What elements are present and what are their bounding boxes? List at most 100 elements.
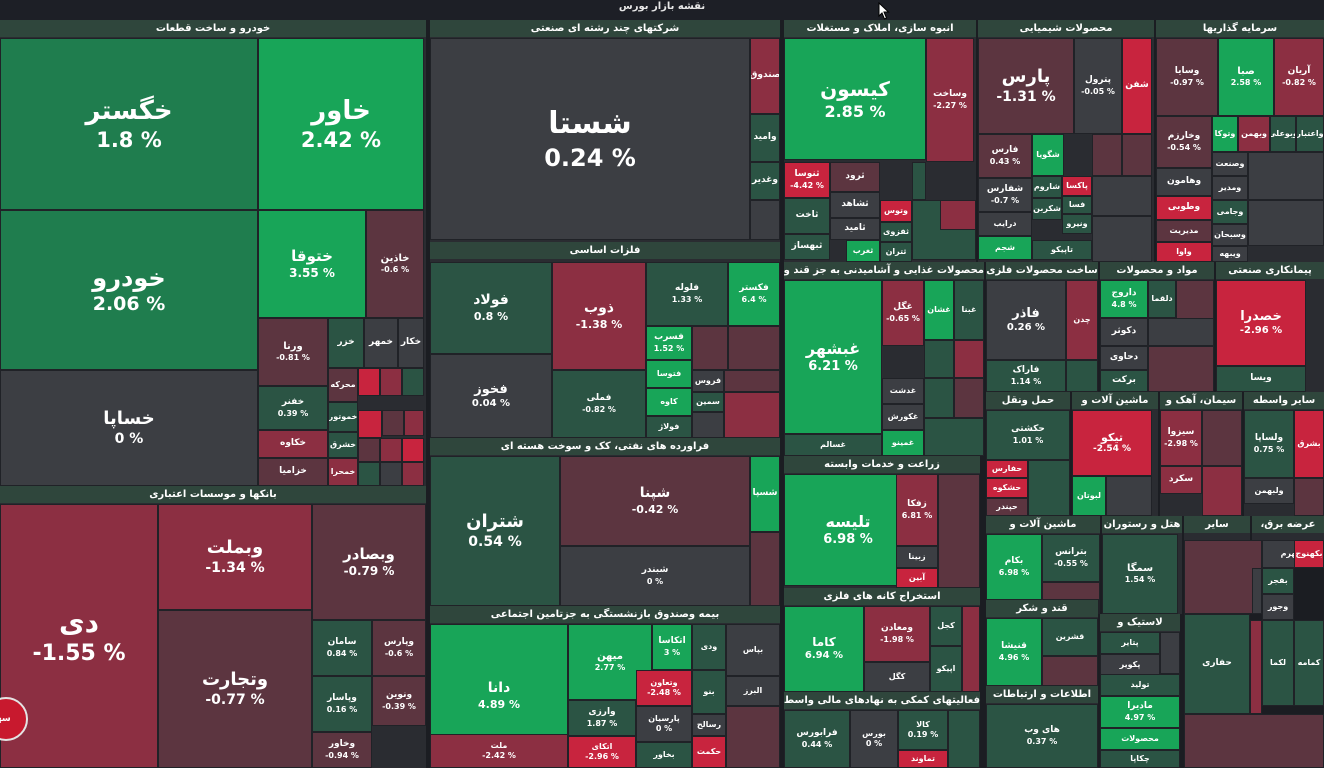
stock-tile[interactable]: ذوب -1.38 %	[552, 262, 646, 370]
stock-tile[interactable]: فسرب 1.52 %	[646, 326, 692, 360]
stock-tile[interactable]: شجم	[978, 236, 1032, 260]
sector-title[interactable]: محصولات غذایی و آشامیدنی به جز قند و	[784, 262, 984, 279]
stock-tile[interactable]: های وب 0.37 %	[986, 704, 1098, 768]
sector-title[interactable]: بیمه وصندوق بازنشستگی به جزتامین اجتماعی	[430, 606, 780, 623]
stock-tile[interactable]: خموتور	[328, 402, 358, 432]
stock-tile[interactable]: ثبهساز	[784, 234, 830, 260]
treemap-small-tile[interactable]	[358, 410, 382, 438]
stock-tile[interactable]: سامان 0.84 %	[312, 620, 372, 676]
treemap-small-tile[interactable]	[1148, 346, 1214, 392]
treemap-small-tile[interactable]	[380, 368, 402, 396]
treemap-small-tile[interactable]	[358, 368, 380, 396]
treemap-small-tile[interactable]	[1160, 632, 1180, 674]
sector-title[interactable]: ماشین آلات و	[1072, 392, 1158, 409]
stock-tile[interactable]: اتکای -2.96 %	[568, 736, 636, 768]
stock-tile[interactable]: پارس -1.31 %	[978, 38, 1074, 134]
stock-tile[interactable]: سیزوا -2.98 %	[1160, 410, 1202, 466]
stock-tile[interactable]: شپنا -0.42 %	[560, 456, 750, 546]
treemap-small-tile[interactable]	[1092, 176, 1152, 216]
stock-tile[interactable]: فولاژ	[646, 416, 692, 438]
stock-tile[interactable]: غبنا	[954, 280, 984, 340]
stock-tile[interactable]: شفارس -0.7 %	[978, 178, 1032, 212]
treemap-small-tile[interactable]	[962, 606, 980, 692]
stock-tile[interactable]: فسا	[1062, 196, 1092, 214]
stock-tile[interactable]: تولید	[1100, 674, 1180, 696]
stock-tile[interactable]: فلوله 1.33 %	[646, 262, 728, 326]
stock-tile[interactable]: خزر	[328, 318, 364, 368]
stock-tile[interactable]: غشان	[924, 280, 954, 340]
stock-tile[interactable]: فخوز 0.04 %	[430, 354, 552, 438]
stock-tile[interactable]: لبوتان	[1072, 476, 1106, 516]
sector-title[interactable]: سیمان، آهک و	[1160, 392, 1242, 409]
treemap-small-tile[interactable]	[1092, 134, 1122, 176]
stock-tile[interactable]: خاذین -0.6 %	[366, 210, 424, 318]
treemap-small-tile[interactable]	[1252, 568, 1262, 614]
stock-tile[interactable]: سمین	[692, 392, 724, 412]
stock-tile[interactable]: وتعاون -2.48 %	[636, 670, 692, 706]
sector-title[interactable]: اطلاعات و ارتباطات	[986, 686, 1098, 703]
stock-tile[interactable]: خودرو 2.06 %	[0, 210, 258, 370]
stock-tile[interactable]: زبینا	[896, 546, 938, 568]
stock-tile[interactable]: محصولات	[1100, 728, 1180, 750]
stock-tile[interactable]: ثغرب	[846, 240, 880, 262]
stock-tile[interactable]: مادیرا 4.97 %	[1100, 696, 1180, 728]
stock-tile[interactable]: ولساپا 0.75 %	[1244, 410, 1294, 478]
stock-tile[interactable]: پارسیان 0 %	[636, 706, 692, 742]
sector-title[interactable]: فلزات اساسی	[430, 242, 780, 259]
stock-tile[interactable]: شگویا	[1032, 134, 1064, 176]
treemap-small-tile[interactable]	[1042, 656, 1098, 686]
stock-tile[interactable]: وارزی 1.87 %	[568, 700, 636, 736]
stock-tile[interactable]: بشرق	[1294, 410, 1324, 478]
stock-tile[interactable]: ملت -2.42 %	[430, 734, 568, 768]
treemap-small-tile[interactable]	[924, 340, 954, 378]
stock-tile[interactable]: ومعادن -1.98 %	[864, 606, 930, 662]
stock-tile[interactable]: فملی -0.82 %	[552, 370, 646, 438]
treemap-small-tile[interactable]	[726, 706, 780, 768]
stock-tile[interactable]: ورنا -0.81 %	[258, 318, 328, 386]
stock-tile[interactable]: وطوبی	[1156, 196, 1212, 220]
stock-tile[interactable]: ثامید	[830, 218, 880, 240]
stock-tile[interactable]: وبهمن	[1238, 116, 1270, 152]
stock-tile[interactable]: چکاپا	[1100, 750, 1180, 768]
stock-tile[interactable]: ولبهمن	[1244, 478, 1294, 504]
stock-tile[interactable]: کجل	[930, 606, 962, 646]
treemap-small-tile[interactable]	[380, 438, 402, 462]
treemap-small-tile[interactable]	[1202, 466, 1242, 516]
stock-tile[interactable]: وهامون	[1156, 168, 1212, 196]
stock-tile[interactable]: رسالح	[692, 714, 726, 736]
stock-tile[interactable]: فولاد 0.8 %	[430, 262, 552, 354]
stock-tile[interactable]: ودی	[692, 624, 726, 670]
stock-tile[interactable]: سکرد	[1160, 466, 1202, 494]
stock-tile[interactable]: تماوند	[898, 750, 948, 768]
stock-tile[interactable]: خفنر 0.39 %	[258, 386, 328, 430]
sector-title[interactable]: حمل ونقل	[986, 392, 1070, 409]
stock-tile[interactable]: فاراک 1.14 %	[986, 360, 1066, 392]
sector-title[interactable]: شرکتهای چند رشته ای صنعتی	[430, 20, 780, 37]
stock-tile[interactable]: وساخت -2.27 %	[926, 38, 974, 162]
stock-tile[interactable]: ثرود	[830, 162, 880, 192]
stock-tile[interactable]: پاکسا	[1062, 176, 1092, 196]
sector-title[interactable]: قند و شکر	[986, 600, 1098, 617]
stock-tile[interactable]: درایب	[978, 212, 1032, 236]
stock-tile[interactable]: شسپا	[750, 456, 780, 532]
treemap-small-tile[interactable]	[402, 462, 424, 486]
stock-tile[interactable]: وسایا -0.97 %	[1156, 38, 1218, 116]
treemap-small-tile[interactable]	[1066, 360, 1098, 392]
treemap-small-tile[interactable]	[1106, 476, 1152, 516]
stock-tile[interactable]: وصنعت	[1212, 152, 1248, 176]
treemap-small-tile[interactable]	[1184, 540, 1262, 614]
stock-tile[interactable]: ونیرو	[1062, 214, 1092, 234]
stock-tile[interactable]: حفاری	[1184, 614, 1250, 714]
sector-title[interactable]: بانکها و موسسات اعتباری	[0, 486, 426, 503]
sector-title[interactable]: زراعت و خدمات وابسته	[784, 456, 980, 473]
treemap-small-tile[interactable]	[1042, 582, 1100, 600]
stock-tile[interactable]: شفن	[1122, 38, 1152, 134]
stock-tile[interactable]: غسالم	[784, 434, 882, 456]
stock-tile[interactable]: شاروم	[1032, 176, 1062, 198]
stock-tile[interactable]: فروس	[692, 370, 724, 392]
stock-tile[interactable]: فرابورس 0.44 %	[784, 710, 850, 768]
sector-title[interactable]: ساخت محصولات فلزی	[986, 262, 1098, 279]
treemap-small-tile[interactable]	[1092, 216, 1152, 262]
treemap-small-tile[interactable]	[750, 532, 780, 606]
treemap-small-tile[interactable]	[924, 378, 954, 418]
